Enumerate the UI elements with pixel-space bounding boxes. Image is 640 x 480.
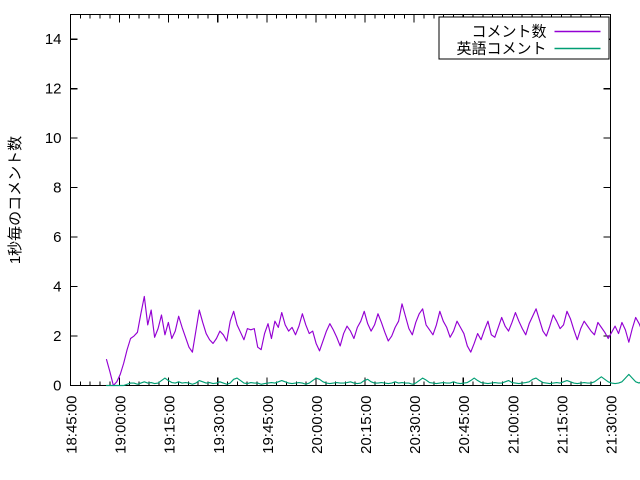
y-axis-tick-labels: 0 2 4 6 8 10 12 14 [45,31,62,394]
x-tick-label: 21:30:00 [604,396,621,454]
y-axis-title-group: 1秒毎のコメント数 [7,136,24,264]
y-tick-label: 6 [53,229,61,246]
x-tick-label: 18:45:00 [64,396,81,454]
y-tick-label: 2 [53,328,61,345]
x-tick-label: 21:15:00 [554,396,571,454]
x-tick-label: 19:00:00 [113,396,130,454]
series-line-1 [105,295,640,387]
y-axis-ticks [70,38,611,387]
x-tick-label: 19:45:00 [260,396,277,454]
x-tick-label: 19:15:00 [162,396,179,454]
x-tick-label: 20:00:00 [309,396,326,454]
x-tick-label: 20:30:00 [407,396,424,454]
y-tick-label: 4 [53,279,61,296]
x-tick-label: 20:45:00 [456,396,473,454]
x-tick-label: 21:00:00 [505,396,522,454]
x-axis-ticks [69,14,612,386]
y-tick-label: 12 [45,81,62,98]
y-tick-label: 10 [45,130,62,147]
y-tick-label: 0 [53,378,61,395]
y-axis-title: 1秒毎のコメント数 [7,136,24,264]
data-series-group [105,295,640,387]
legend-label-1: コメント数 [471,24,546,41]
series-line-2 [105,373,640,387]
plot-frame [69,13,612,387]
y-tick-label: 8 [53,180,61,197]
legend-label-2: 英語コメント [456,40,546,58]
plot-frame-group [69,13,612,387]
y-tick-label: 14 [45,31,62,48]
x-tick-label: 19:30:00 [211,396,228,454]
x-axis-tick-labels: 18:45:00 19:00:00 19:15:00 19:30:00 19:45:00… [64,396,621,454]
legend-box [438,16,610,60]
x-tick-label: 20:15:00 [358,396,375,454]
